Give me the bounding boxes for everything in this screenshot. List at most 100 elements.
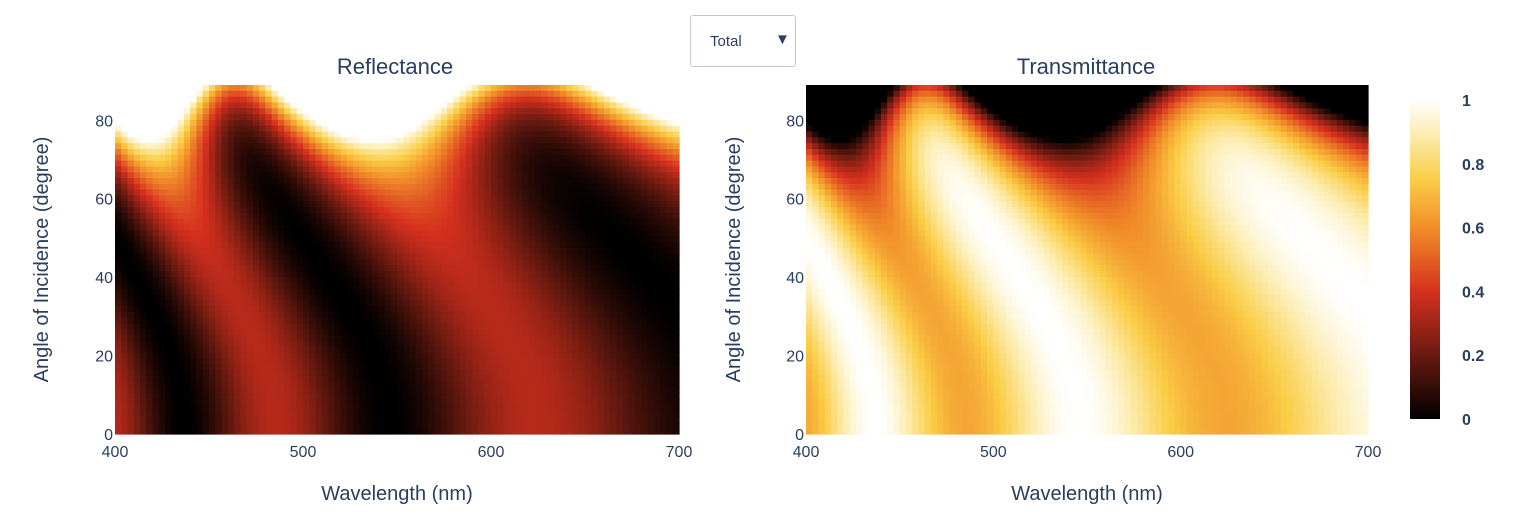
heatmap-cell	[415, 259, 423, 266]
heatmap-cell	[315, 247, 323, 255]
heatmap-cell	[459, 108, 467, 115]
heatmap-cell	[384, 311, 392, 319]
heatmap-cell	[240, 352, 248, 359]
heatmap-cell	[509, 370, 517, 377]
heatmap-cell	[428, 265, 436, 272]
heatmap-cell	[296, 294, 304, 301]
heatmap-cell	[215, 148, 223, 156]
heatmap-cell	[434, 323, 442, 330]
heatmap-cell	[516, 242, 523, 249]
mode-dropdown[interactable]: Total ▼	[690, 15, 796, 67]
heatmap-cell	[384, 137, 392, 144]
heatmap-cell	[616, 183, 624, 191]
heatmap-cell	[384, 218, 392, 226]
heatmap-cell	[397, 370, 404, 377]
heatmap-cell	[127, 364, 135, 371]
heatmap-cell	[397, 247, 404, 255]
heatmap-cell	[497, 346, 505, 354]
heatmap-cell	[353, 102, 360, 109]
heatmap-cell	[491, 253, 498, 261]
heatmap-cell	[597, 393, 605, 400]
heatmap-cell	[422, 422, 429, 429]
heatmap-cell	[447, 154, 454, 162]
heatmap-cell	[491, 416, 498, 423]
heatmap-cell	[359, 329, 367, 336]
heatmap-cell	[428, 253, 436, 261]
heatmap-cell	[234, 358, 241, 365]
heatmap-cell	[628, 311, 636, 319]
heatmap-cell	[390, 148, 398, 156]
heatmap-cell	[566, 288, 574, 295]
heatmap-cell	[209, 108, 216, 115]
heatmap-cell	[371, 422, 379, 429]
heatmap-cell	[591, 381, 599, 389]
heatmap-cell	[215, 259, 223, 266]
heatmap-cell	[284, 306, 292, 313]
heatmap-cell	[284, 428, 292, 435]
heatmap-cell	[328, 160, 335, 168]
heatmap-cell	[277, 102, 285, 109]
heatmap-cell	[585, 375, 592, 383]
heatmap-cell	[516, 393, 523, 400]
heatmap-cell	[465, 195, 473, 202]
heatmap-cell	[553, 212, 561, 220]
heatmap-cell	[603, 370, 611, 377]
heatmap-cell	[610, 265, 617, 272]
heatmap-cell	[277, 375, 285, 383]
heatmap-cell	[183, 253, 191, 261]
heatmap-cell	[534, 201, 542, 208]
heatmap-cell	[516, 143, 523, 150]
heatmap-cell	[603, 85, 611, 92]
heatmap-cell	[277, 230, 285, 237]
heatmap-cell	[240, 85, 248, 92]
heatmap-cell	[597, 230, 605, 237]
heatmap-cell	[384, 352, 392, 359]
heatmap-cell	[559, 195, 567, 202]
heatmap-cell	[177, 428, 185, 435]
heatmap-cell	[271, 340, 279, 348]
heatmap-cell	[516, 288, 523, 295]
heatmap-cell	[597, 404, 605, 412]
heatmap-cell	[127, 370, 135, 377]
heatmap-cell	[622, 300, 630, 307]
heatmap-cell	[566, 259, 574, 266]
heatmap-cell	[428, 114, 436, 121]
heatmap-cell	[240, 404, 248, 412]
heatmap-cell	[165, 212, 172, 220]
heatmap-cell	[246, 224, 254, 232]
heatmap-cell	[171, 212, 179, 220]
heatmap-cell	[127, 230, 135, 237]
heatmap-cell	[177, 387, 185, 394]
heatmap-cell	[121, 265, 129, 272]
heatmap-cell	[309, 189, 317, 197]
heatmap-cell	[196, 114, 204, 121]
heatmap-cell	[484, 335, 492, 342]
heatmap-cell	[265, 375, 273, 383]
heatmap-cell	[397, 137, 404, 144]
heatmap-cell	[183, 271, 191, 278]
heatmap-cell	[140, 212, 147, 220]
heatmap-cell	[585, 230, 592, 237]
heatmap-cell	[158, 276, 166, 284]
heatmap-cell	[158, 183, 166, 191]
heatmap-cell	[566, 148, 574, 156]
heatmap-cell	[528, 131, 536, 138]
heatmap-cell	[541, 335, 548, 342]
heatmap-cell	[534, 294, 542, 301]
heatmap-cell	[447, 218, 454, 226]
heatmap-cell	[277, 317, 285, 325]
heatmap-cell	[309, 207, 317, 214]
heatmap-cell	[491, 276, 498, 284]
heatmap-cell	[497, 253, 505, 261]
heatmap-cell	[290, 259, 298, 266]
heatmap-cell	[240, 300, 248, 307]
heatmap-cell	[447, 370, 454, 377]
heatmap-cell	[491, 393, 498, 400]
heatmap-cell	[315, 212, 323, 220]
heatmap-cell	[622, 288, 630, 295]
heatmap-cell	[277, 189, 285, 197]
heatmap-cell	[171, 183, 179, 191]
heatmap-cell	[566, 137, 574, 144]
heatmap-cell	[371, 259, 379, 266]
heatmap-cell	[503, 346, 511, 354]
